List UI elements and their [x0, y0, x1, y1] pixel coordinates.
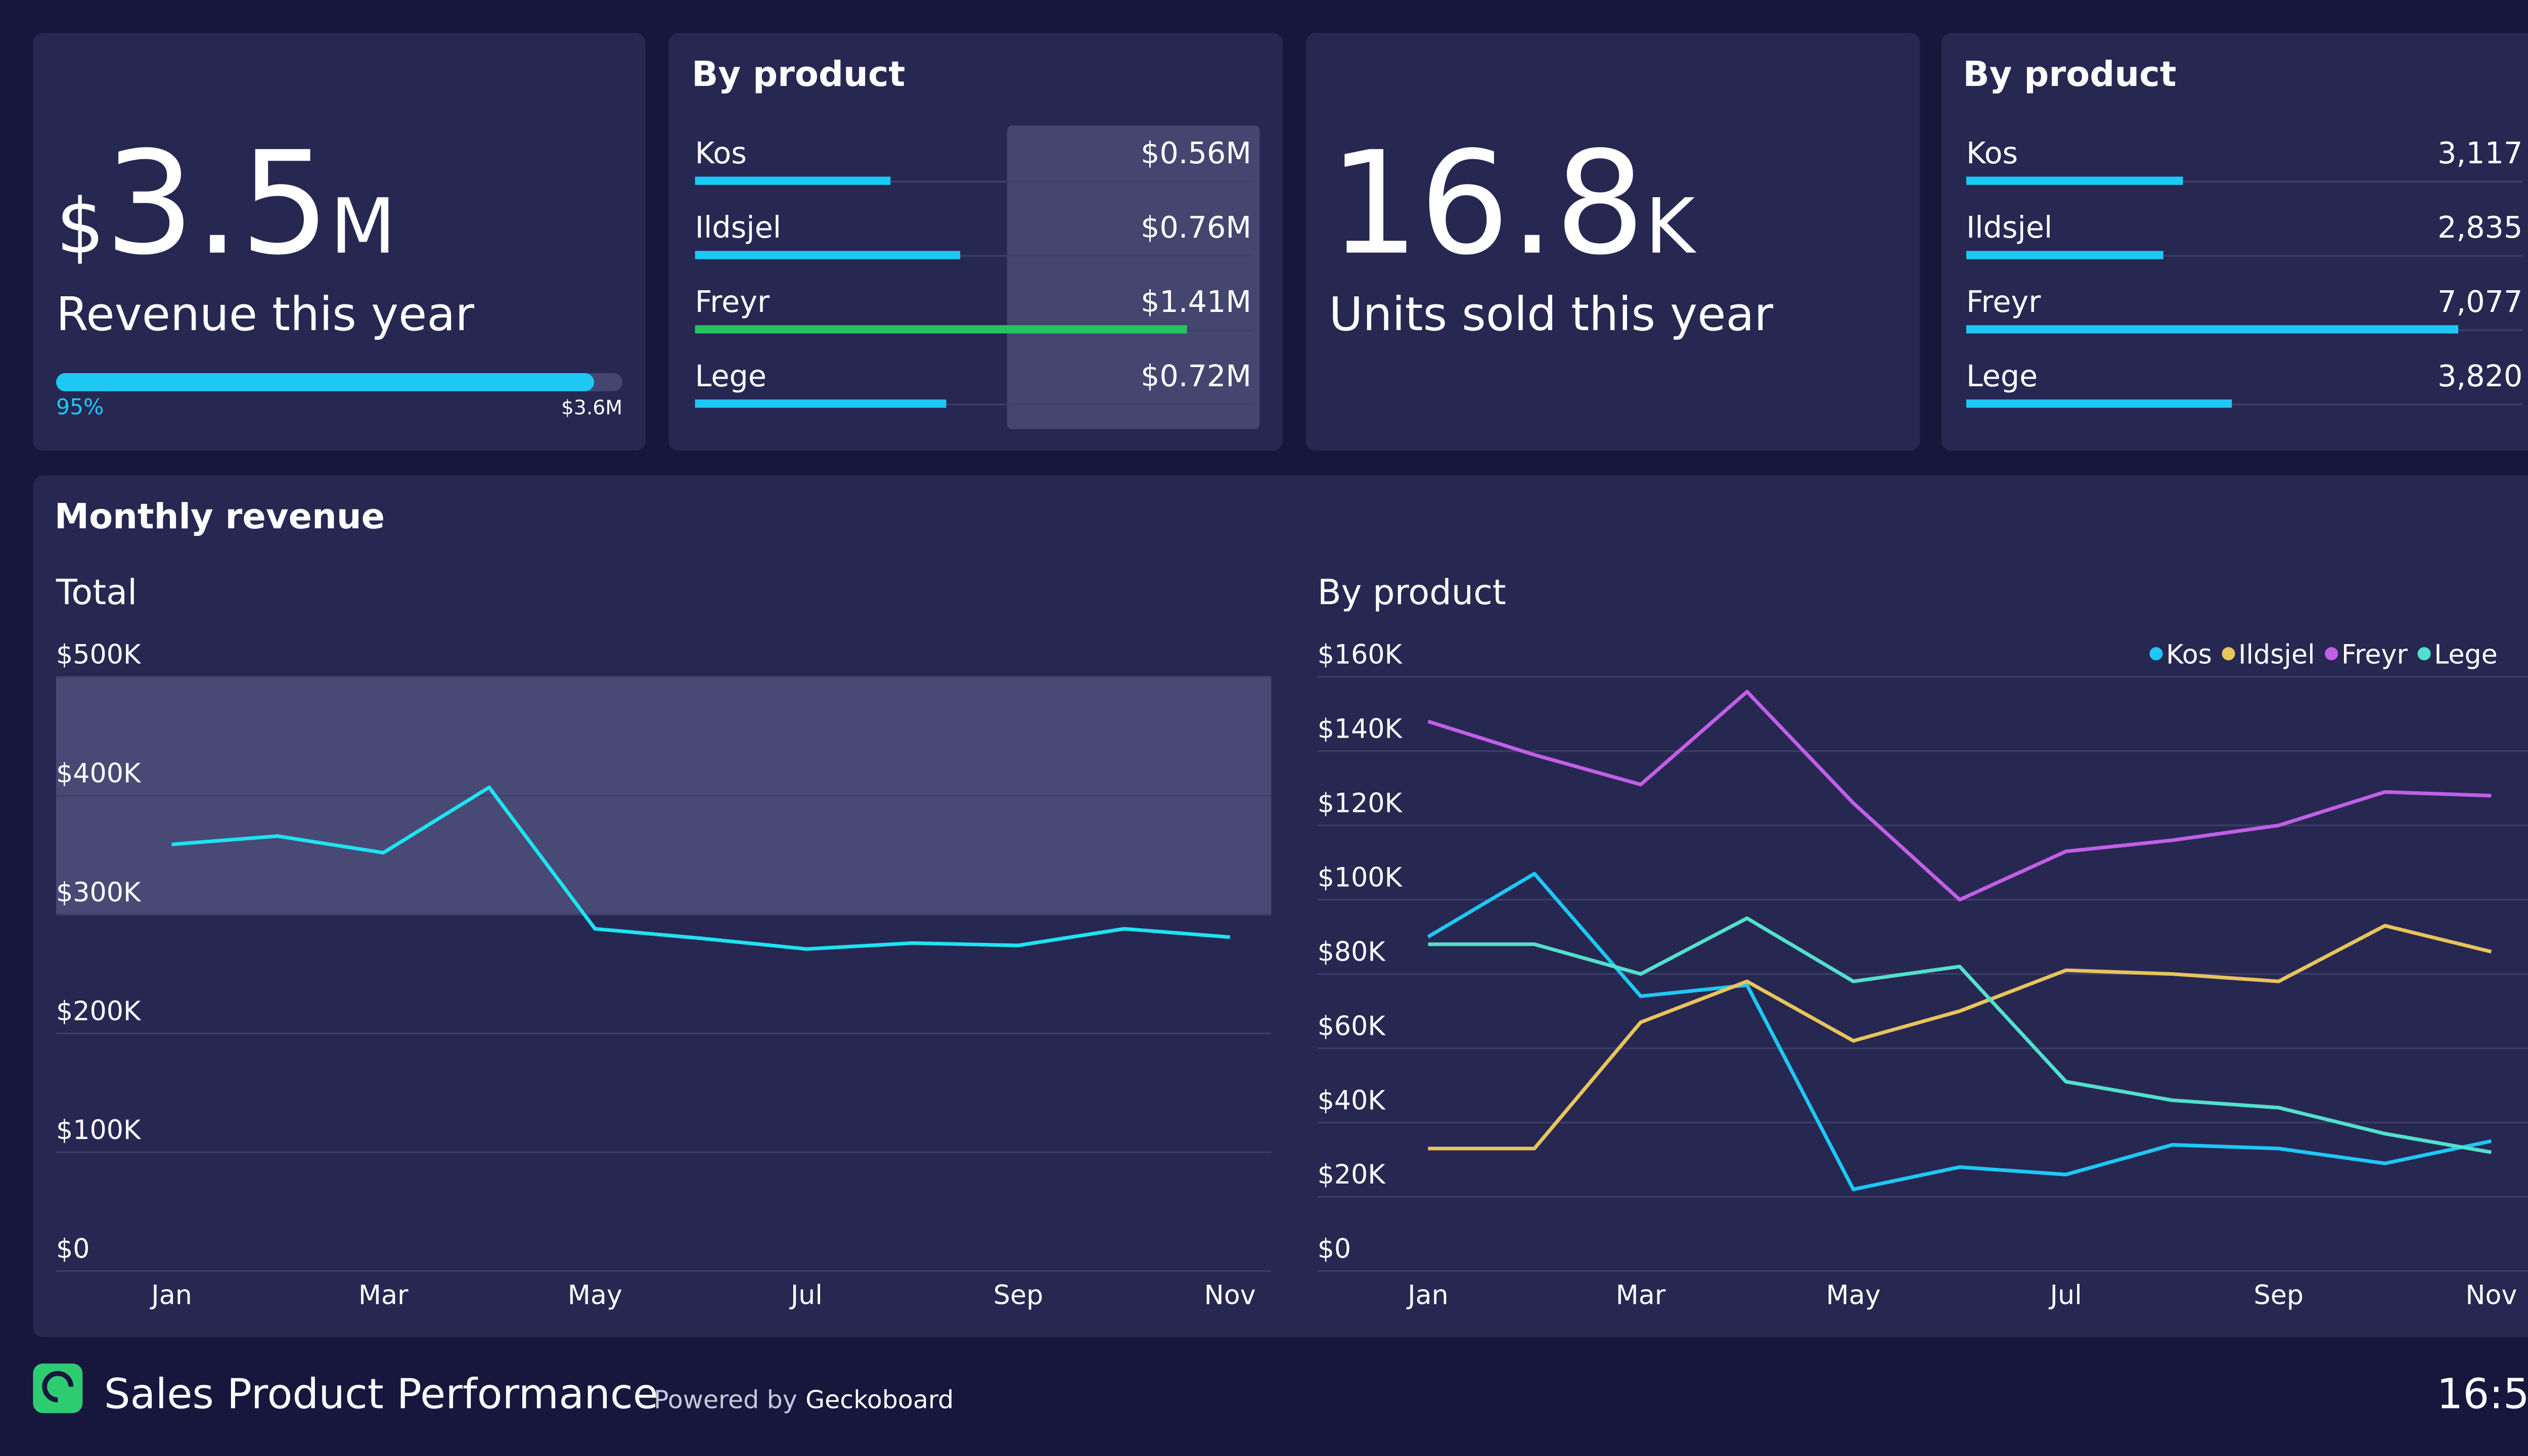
x-tick-label: Nov	[1204, 1281, 1256, 1311]
logo-mark	[42, 1371, 74, 1402]
kpi-unit: K	[1645, 183, 1697, 271]
y-tick-label: $120K	[1318, 789, 1403, 819]
dashboard-title: Sales Product Performance	[104, 1370, 658, 1418]
y-tick-label: $0	[1318, 1234, 1351, 1264]
logo	[33, 1363, 83, 1414]
kpi-currency: $	[56, 183, 105, 271]
y-tick-label: $0	[56, 1234, 89, 1264]
line	[1428, 916, 2492, 1154]
legend-swatch	[2222, 647, 2235, 661]
y-tick-label: $100K	[1318, 862, 1403, 893]
legend-label: Lege	[2434, 640, 2498, 670]
row-label: Lege	[1966, 358, 2038, 393]
row-value: $1.41M	[1141, 284, 1251, 319]
powered-by: Powered by Geckoboard	[654, 1385, 954, 1414]
row-value: 2,835	[2437, 210, 2522, 245]
x-tick-label: Nov	[2465, 1281, 2517, 1311]
x-tick-label: Mar	[358, 1281, 409, 1311]
row-label: Lege	[695, 358, 766, 393]
x-tick-label: May	[1826, 1281, 1881, 1311]
x-tick-label: Jan	[1406, 1281, 1449, 1311]
line	[1428, 924, 2492, 1151]
bar	[695, 399, 946, 408]
y-tick-label: $20K	[1318, 1160, 1386, 1190]
kpi-number: 3.5	[105, 121, 331, 287]
bar	[1966, 176, 2183, 185]
y-tick-label: $140K	[1318, 714, 1403, 745]
section-title: Monthly revenue	[55, 496, 385, 537]
x-tick-label: Jan	[150, 1281, 192, 1311]
x-tick-label: Sep	[994, 1281, 1043, 1311]
bar	[695, 325, 1187, 334]
bar	[1966, 325, 2459, 334]
kpi-label: Revenue this year	[56, 287, 474, 341]
x-tick-label: Jul	[2049, 1281, 2082, 1311]
y-tick-label: $300K	[56, 878, 142, 908]
row-value: $0.56M	[1141, 135, 1251, 170]
y-tick-label: $200K	[56, 996, 142, 1027]
row-value: 7,077	[2437, 284, 2522, 319]
kpi-label: Units sold this year	[1329, 287, 1774, 341]
y-tick-label: $400K	[56, 759, 142, 789]
y-tick-label: $40K	[1318, 1085, 1386, 1116]
row-label: Freyr	[695, 284, 770, 319]
kpi-value: 16.8K	[1329, 121, 1697, 287]
line	[1427, 872, 2492, 1192]
y-tick-label: $60K	[1318, 1011, 1386, 1041]
y-tick-label: $100K	[56, 1115, 142, 1146]
panel	[1305, 33, 1920, 451]
row-value: 3,117	[2437, 135, 2522, 170]
row-value: $0.76M	[1141, 210, 1251, 245]
row-label: Ildsjel	[695, 210, 781, 245]
legend-swatch	[2325, 647, 2338, 661]
bar	[1966, 251, 2163, 259]
progress-bar	[56, 373, 595, 391]
progress-label: 95%	[56, 395, 104, 420]
kpi-unit: M	[330, 183, 396, 271]
kpi-value: $3.5M	[56, 121, 396, 287]
bar	[695, 251, 961, 259]
bar	[695, 176, 891, 185]
panel	[1942, 33, 2528, 451]
legend-label: Ildsjel	[2238, 640, 2315, 670]
y-tick-label: $500K	[56, 640, 142, 670]
row-value: 3,820	[2437, 358, 2522, 393]
x-tick-label: Mar	[1616, 1281, 1666, 1311]
x-tick-label: Jul	[789, 1281, 823, 1311]
y-tick-label: $80K	[1318, 937, 1386, 967]
row-label: Kos	[695, 135, 747, 170]
clock: 16:51	[2436, 1370, 2528, 1418]
powered-label: Powered by	[654, 1385, 797, 1414]
highlight-column	[1007, 125, 1260, 429]
brand: Geckoboard	[805, 1385, 954, 1414]
row-value: $0.72M	[1141, 358, 1251, 393]
x-tick-label: May	[568, 1281, 622, 1311]
widget-title: By product	[692, 54, 905, 95]
row-label: Ildsjel	[1966, 210, 2052, 245]
target-label: $3.6M	[561, 397, 622, 420]
legend-swatch	[2417, 647, 2431, 661]
row-label: Kos	[1966, 135, 2018, 170]
legend-label: Kos	[2166, 640, 2212, 670]
y-tick-label: $160K	[1318, 640, 1403, 670]
panel	[33, 33, 646, 451]
bar	[1966, 399, 2232, 408]
row-label: Freyr	[1966, 284, 2041, 319]
line	[171, 785, 1230, 951]
widget-title: By product	[1963, 54, 2176, 95]
legend-label: Freyr	[2341, 640, 2408, 670]
x-tick-label: Sep	[2254, 1281, 2304, 1311]
chart-title: By product	[1318, 572, 1506, 613]
line	[1427, 690, 2492, 902]
chart-title: Total	[56, 572, 137, 613]
legend-swatch	[2149, 647, 2163, 661]
kpi-number: 16.8	[1329, 121, 1645, 287]
